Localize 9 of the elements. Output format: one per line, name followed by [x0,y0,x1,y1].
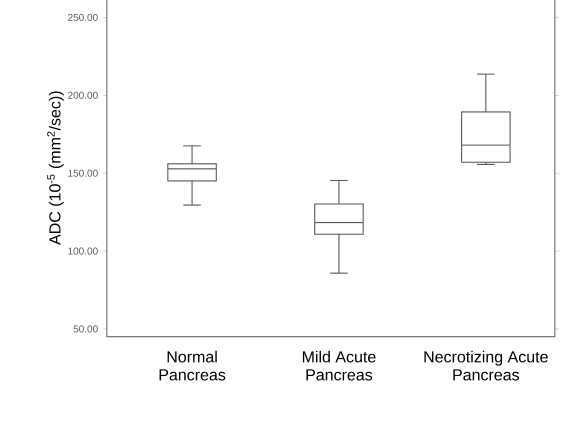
y-axis-title: ADC (10$^{-5}$ (mm$^{2}$/sec)) [47,91,64,245]
x-tick-label: Normal Pancreas [160,350,226,380]
y-tick-label: 250.00 [68,14,98,21]
y-tick-label: 50.00 [74,325,98,332]
y-tick-label: 100.00 [68,248,98,255]
y-tick-label: 150.00 [68,170,98,177]
x-tick-label: Necrotizing Acute Pancreas [424,350,548,380]
y-tick-label: 200.00 [68,92,98,99]
x-tick-label: Mild Acute Pancreas [302,350,376,380]
